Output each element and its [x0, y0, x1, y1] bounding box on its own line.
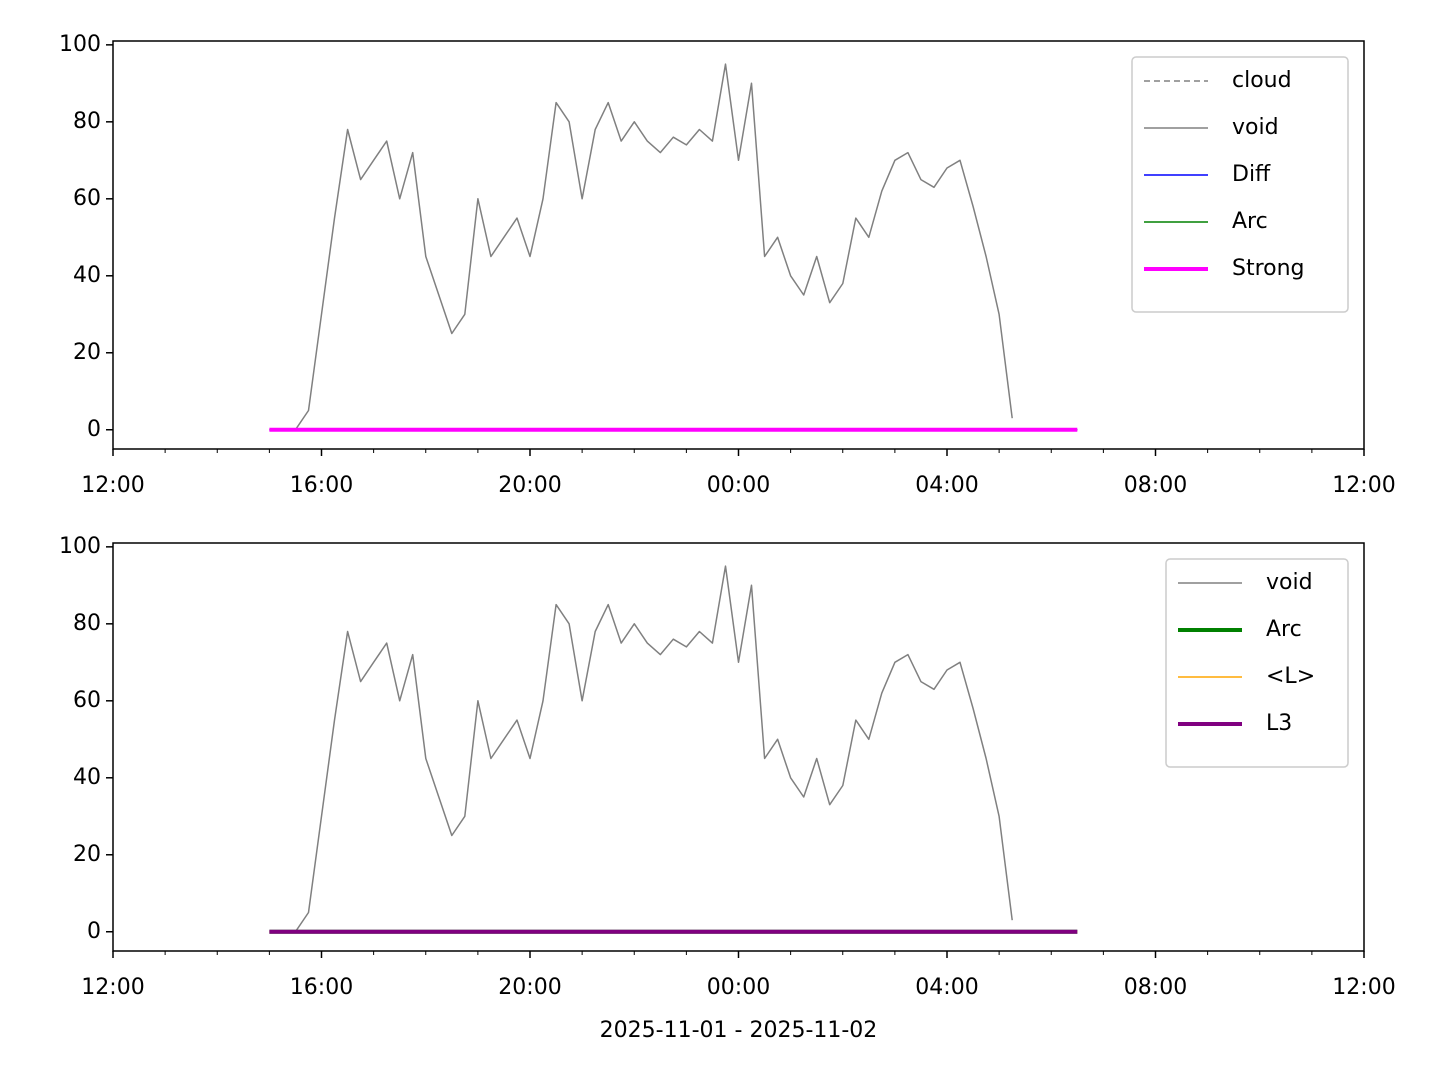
- legend-box: [1165, 558, 1349, 768]
- y-tick-label: 80: [73, 109, 101, 134]
- x-tick-label: 12:00: [81, 473, 144, 498]
- plot-frame: [112, 40, 1365, 450]
- legend-label: void: [1232, 115, 1279, 140]
- x-tick-label: 12:00: [81, 975, 144, 1000]
- legend-label: Strong: [1232, 256, 1305, 281]
- x-tick-label: 12:00: [1332, 473, 1395, 498]
- x-tick-label: 04:00: [915, 975, 978, 1000]
- legend-label: void: [1266, 570, 1313, 595]
- y-tick-label: 60: [73, 186, 101, 211]
- x-tick-label: 04:00: [915, 473, 978, 498]
- legend-label: Arc: [1266, 617, 1302, 642]
- x-tick-label: 08:00: [1124, 975, 1187, 1000]
- subplot: 0 20 40 60 80 100 12:00 16:00 20:00 00:00 04:00 08:…: [59, 32, 1396, 498]
- x-tick-label: 00:00: [707, 473, 770, 498]
- x-tick-label: 00:00: [707, 975, 770, 1000]
- legend-label: <L>: [1266, 664, 1315, 689]
- x-tick-label: 16:00: [290, 975, 353, 1000]
- x-tick-label: 16:00: [290, 473, 353, 498]
- legend-label: cloud: [1232, 68, 1292, 93]
- y-tick-label: 100: [59, 534, 101, 559]
- y-tick-label: 100: [59, 32, 101, 57]
- subplot: 0 20 40 60 80 100 12:00 16:00 20:00 00:00 04:00 08:…: [59, 534, 1396, 1043]
- legend: cloud void Diff Arc Strong: [1131, 56, 1349, 313]
- y-tick-label: 60: [73, 688, 101, 713]
- x-tick-label: 20:00: [498, 473, 561, 498]
- legend-label: L3: [1266, 711, 1292, 736]
- y-tick-label: 40: [73, 765, 101, 790]
- x-tick-label: 08:00: [1124, 473, 1187, 498]
- x-tick-label: 20:00: [498, 975, 561, 1000]
- x-tick-label: 12:00: [1332, 975, 1395, 1000]
- legend-box: [1131, 56, 1349, 313]
- y-tick-label: 0: [87, 417, 101, 442]
- y-tick-label: 20: [73, 340, 101, 365]
- legend-label: Diff: [1232, 162, 1271, 187]
- legend-label: Arc: [1232, 209, 1268, 234]
- y-tick-label: 20: [73, 842, 101, 867]
- y-tick-label: 40: [73, 263, 101, 288]
- y-tick-label: 0: [87, 919, 101, 944]
- x-axis-label: 2025-11-01 - 2025-11-02: [600, 1018, 878, 1043]
- y-tick-label: 80: [73, 611, 101, 636]
- series-line: [294, 63, 1013, 431]
- plot-frame: [112, 542, 1365, 952]
- series-line: [294, 565, 1013, 933]
- legend: void Arc <L> L3: [1165, 558, 1349, 768]
